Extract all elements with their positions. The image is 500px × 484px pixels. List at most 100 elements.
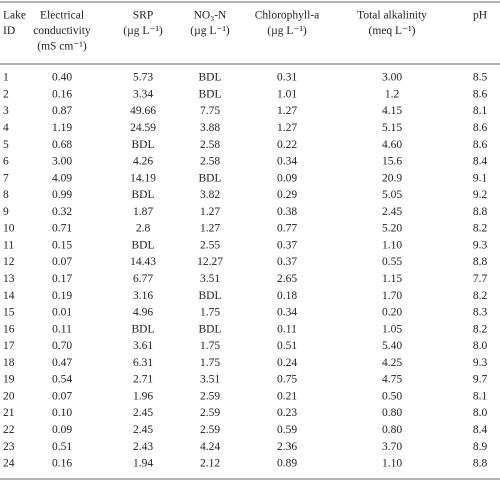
table-cell: 0.47: [52, 357, 72, 369]
table-cell: 8.1: [473, 105, 488, 117]
column-header: pH: [473, 10, 487, 22]
table-cell: BDL: [199, 88, 222, 100]
row-id: 23: [3, 441, 15, 453]
table-cell: BDL: [132, 139, 155, 151]
table-cell: 0.31: [277, 72, 297, 84]
table-cell: 0.75: [277, 374, 297, 386]
row-id: 24: [3, 458, 15, 470]
table-cell: 1.19: [52, 122, 72, 134]
table-cell: 2.58: [200, 156, 220, 168]
table-cell: 1.27: [200, 223, 220, 235]
table-cell: 0.54: [52, 374, 72, 386]
table-cell: 0.51: [52, 441, 72, 453]
table-cell: 1.75: [200, 340, 220, 352]
column-header: conductivity: [33, 25, 91, 37]
table-cell: 6.31: [133, 357, 153, 369]
table-cell: 1.10: [382, 239, 402, 251]
column-header: (µg L⁻¹): [190, 25, 230, 37]
row-id: 15: [3, 307, 15, 319]
table-cell: 2.43: [133, 441, 153, 453]
table-cell: 0.50: [382, 390, 402, 402]
table-cell: 8.4: [473, 424, 488, 436]
table-cell: 0.55: [382, 256, 402, 268]
table-cell: 4.60: [382, 139, 402, 151]
table-cell: 8.8: [473, 206, 488, 218]
table-cell: 3.51: [200, 374, 220, 386]
table-cell: 4.75: [382, 374, 402, 386]
table-cell: 2.55: [200, 239, 220, 251]
table-cell: 0.37: [277, 239, 297, 251]
table-cell: 0.71: [52, 223, 72, 235]
table-cell: 1.87: [133, 206, 153, 218]
table-cell: 0.34: [277, 307, 297, 319]
row-id: 22: [3, 424, 15, 436]
column-header: SRP: [133, 10, 153, 22]
table-cell: 0.07: [52, 256, 72, 268]
row-id: 13: [3, 273, 15, 285]
table-cell: 1.15: [382, 273, 402, 285]
table-cell: 9.1: [473, 172, 488, 184]
table-cell: 9.3: [473, 357, 488, 369]
table-cell: 7.7: [473, 273, 488, 285]
table-cell: 3.00: [52, 156, 72, 168]
table-cell: 5.20: [382, 223, 402, 235]
table-cell: 8.4: [473, 156, 488, 168]
column-header: Chlorophyll-a: [255, 10, 320, 22]
table-cell: 0.20: [382, 307, 402, 319]
table-cell: 0.16: [52, 458, 72, 470]
row-id: 14: [3, 290, 15, 302]
row-id: 6: [3, 156, 9, 168]
table-cell: 0.80: [382, 407, 402, 419]
column-header: Electrical: [40, 10, 84, 22]
table-cell: 4.15: [382, 105, 402, 117]
row-id: 7: [3, 172, 9, 184]
column-header: (mS cm⁻¹): [37, 41, 87, 53]
row-id: 19: [3, 374, 15, 386]
table-cell: 2.45: [382, 206, 402, 218]
table-cell: 1.27: [277, 105, 297, 117]
table-cell: 5.15: [382, 122, 402, 134]
table-cell: 4.24: [200, 441, 220, 453]
table-cell: 3.51: [200, 273, 220, 285]
table-cell: 0.10: [52, 407, 72, 419]
table-cell: 8.6: [473, 139, 488, 151]
row-id: 3: [3, 105, 9, 117]
table-cell: 0.18: [277, 290, 297, 302]
table-cell: 12.27: [197, 256, 223, 268]
table-cell: 3.34: [133, 88, 153, 100]
row-id: 17: [3, 340, 15, 352]
table-cell: 0.99: [52, 189, 72, 201]
table-cell: 0.51: [277, 340, 297, 352]
table-cell: 8.1: [473, 390, 488, 402]
table-cell: 0.70: [52, 340, 72, 352]
table-cell: 2.59: [200, 424, 220, 436]
table-cell: 0.09: [277, 172, 297, 184]
table-cell: 15.6: [382, 156, 402, 168]
table-cell: 7.75: [200, 105, 220, 117]
table-cell: 2.59: [200, 407, 220, 419]
table-cell: 1.75: [200, 307, 220, 319]
table-cell: 0.32: [52, 206, 72, 218]
table-cell: 0.87: [52, 105, 72, 117]
table-cell: 0.29: [277, 189, 297, 201]
column-header: Total alkalinity: [357, 10, 427, 22]
table-cell: 0.01: [52, 307, 72, 319]
table-cell: 2.71: [133, 374, 153, 386]
table-cell: 3.00: [382, 72, 402, 84]
table-cell: 6.77: [133, 273, 153, 285]
table-cell: BDL: [199, 323, 222, 335]
table-cell: 0.07: [52, 390, 72, 402]
table-cell: 9.3: [473, 239, 488, 251]
row-id: 11: [3, 239, 14, 251]
column-header: (µg L⁻¹): [123, 25, 163, 37]
table-cell: 1.96: [133, 390, 153, 402]
table-cell: 8.0: [473, 407, 488, 419]
table-cell: 3.61: [133, 340, 153, 352]
table-cell: 2.45: [133, 424, 153, 436]
table-cell: 24.59: [130, 122, 156, 134]
table-cell: 2.45: [133, 407, 153, 419]
table-cell: 3.16: [133, 290, 153, 302]
table-cell: 8.8: [473, 458, 488, 470]
table-cell: 0.15: [52, 239, 72, 251]
table-cell: 0.68: [52, 139, 72, 151]
